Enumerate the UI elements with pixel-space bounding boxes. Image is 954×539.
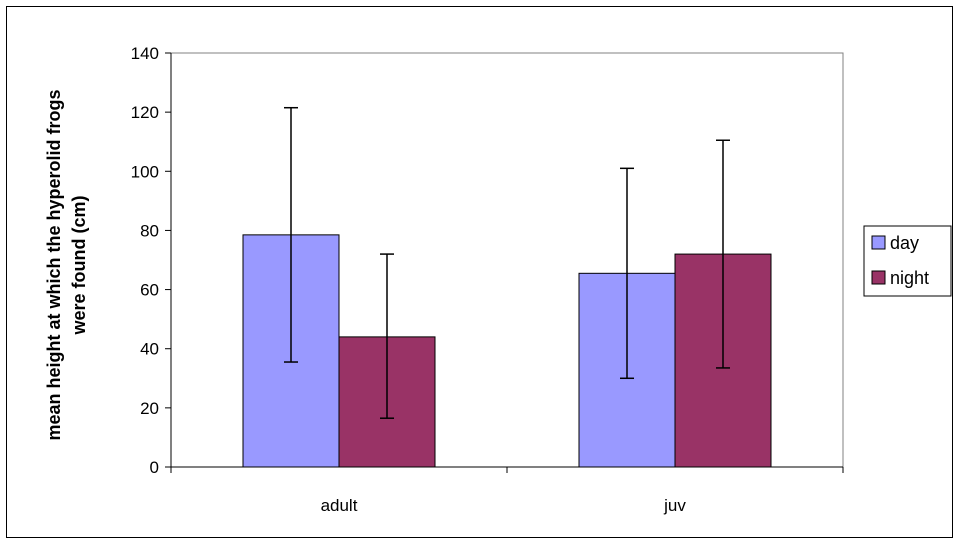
y-tick-label: 120 bbox=[131, 103, 159, 122]
y-axis-title-line: mean height at which the hyperolid frogs bbox=[44, 89, 64, 440]
legend-label-day: day bbox=[890, 233, 919, 253]
legend-label-night: night bbox=[890, 268, 929, 288]
y-tick-label: 80 bbox=[140, 221, 159, 240]
y-tick-label: 20 bbox=[140, 399, 159, 418]
x-tick-label: juv bbox=[663, 496, 686, 515]
legend-swatch-day bbox=[871, 235, 886, 250]
y-tick-label: 60 bbox=[140, 281, 159, 300]
y-tick-label: 100 bbox=[131, 162, 159, 181]
error-bars-group bbox=[284, 106, 730, 419]
legend: day night bbox=[863, 225, 952, 297]
x-axis-ticks: adult juv bbox=[170, 467, 844, 515]
x-tick-label: adult bbox=[321, 496, 358, 515]
legend-swatch-night bbox=[871, 270, 886, 285]
y-tick-label: 140 bbox=[131, 44, 159, 63]
y-tick-label: 40 bbox=[140, 340, 159, 359]
y-axis-ticks: 0 20 40 60 80 100 120 140 bbox=[131, 44, 171, 477]
y-axis-title-text: mean height at which the hyperolid frogs… bbox=[44, 89, 89, 440]
y-axis-title-line: were found (cm) bbox=[69, 195, 89, 335]
y-axis-title: mean height at which the hyperolid frogs… bbox=[44, 89, 89, 440]
y-tick-label: 0 bbox=[150, 458, 159, 477]
